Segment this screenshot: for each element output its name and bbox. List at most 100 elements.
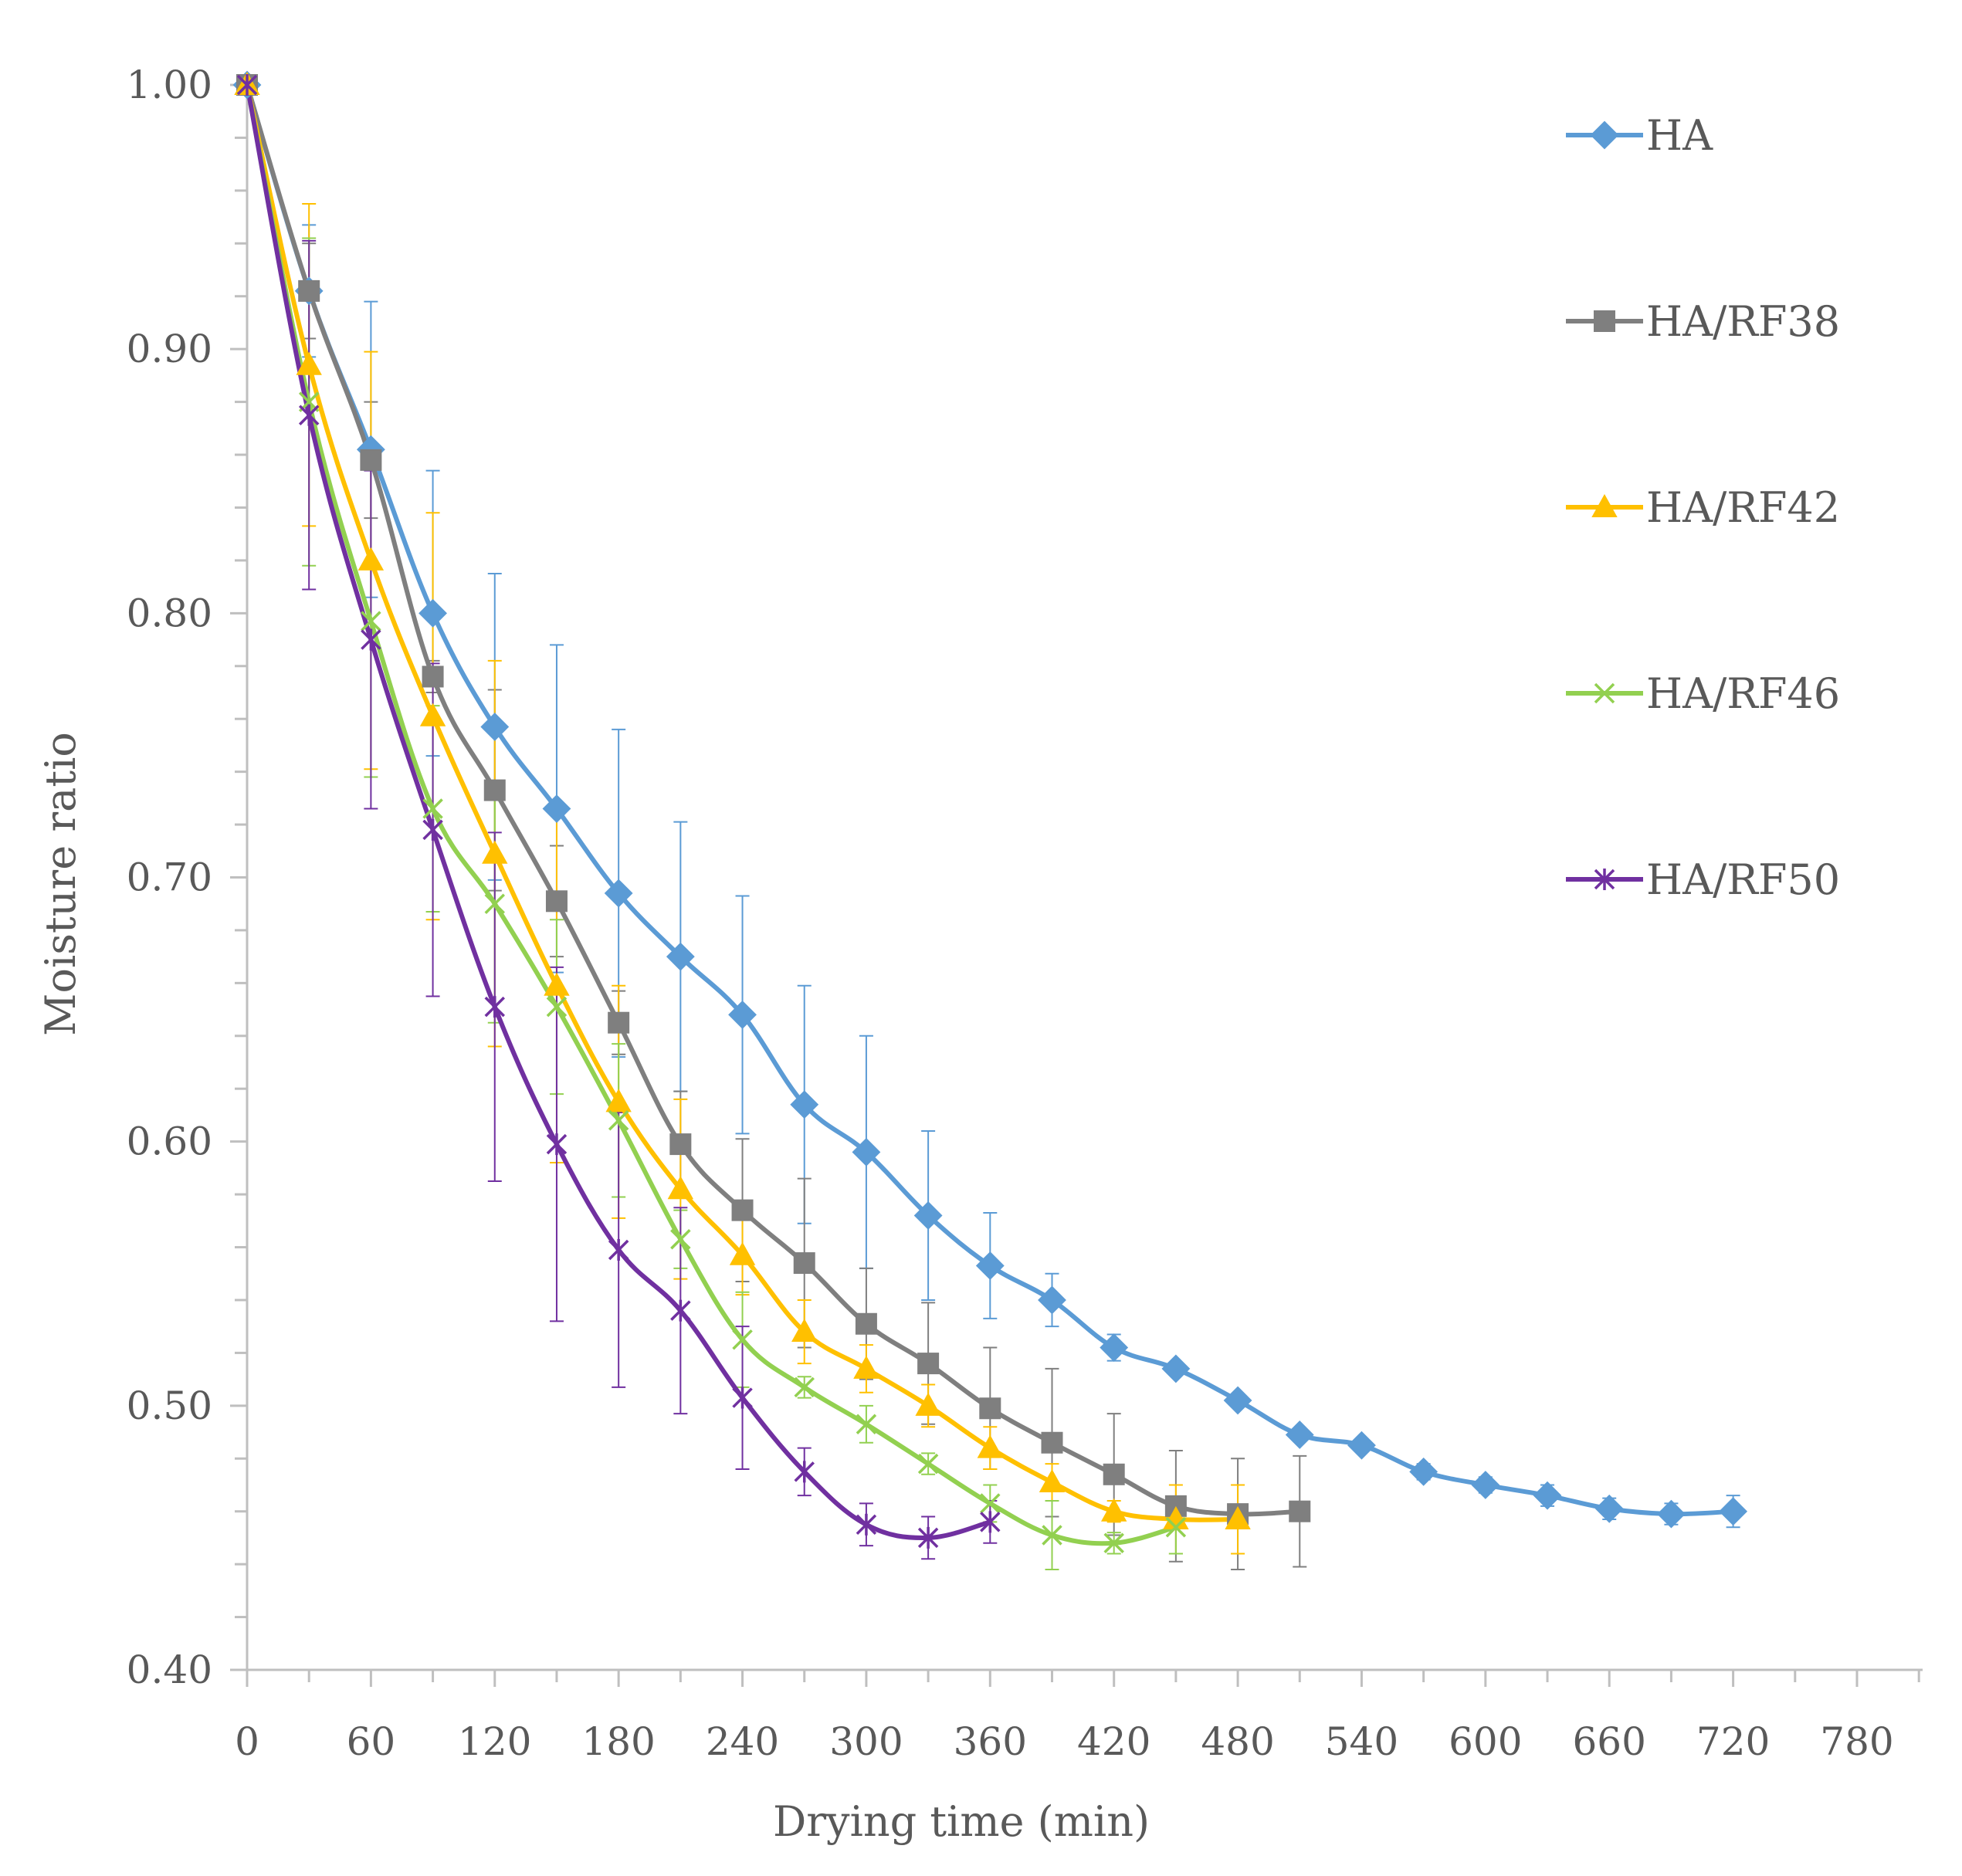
- marker-stroke: [980, 1493, 1001, 1514]
- data-point-ha-rf46: [670, 1229, 691, 1250]
- legend-swatch-marker: [1594, 869, 1615, 890]
- data-point-ha: [1471, 1471, 1500, 1499]
- marker-stroke: [484, 893, 506, 914]
- data-point-ha-rf42: [853, 1355, 879, 1379]
- data-point-ha-rf50: [236, 74, 258, 96]
- legend-label: HA/RF38: [1646, 297, 1840, 346]
- data-point-ha: [1594, 1494, 1624, 1523]
- data-point-ha-rf50: [732, 1387, 753, 1409]
- y-tick-label: 0.60: [127, 1119, 212, 1164]
- data-point-ha-rf46: [980, 1493, 1001, 1514]
- marker-stroke: [1165, 1516, 1187, 1538]
- x-tick-label: 660: [1573, 1719, 1646, 1764]
- data-point-ha-rf42: [791, 1318, 818, 1343]
- data-point-ha: [418, 598, 447, 628]
- legend-label: HA/RF42: [1646, 483, 1840, 532]
- data-point-ha: [790, 1090, 819, 1119]
- legend-label: HA/RF50: [1646, 855, 1840, 904]
- data-point-ha-rf38: [298, 279, 320, 302]
- y-tick-label: 0.40: [127, 1647, 212, 1692]
- data-point-ha-rf46: [546, 996, 568, 1018]
- data-point-ha-rf46: [794, 1377, 815, 1398]
- data-point-ha-rf50: [361, 628, 381, 651]
- data-point-ha-rf42: [1039, 1469, 1066, 1493]
- y-axis-title: Moisture ratio: [36, 732, 85, 1036]
- marker-stroke: [732, 1329, 753, 1350]
- x-tick-label: 360: [954, 1719, 1027, 1764]
- x-tick-label: 540: [1325, 1719, 1398, 1764]
- y-tick-label: 1.00: [127, 63, 212, 107]
- data-point-ha-rf50: [794, 1461, 815, 1483]
- error-bars: [302, 202, 1740, 1570]
- series-line-ha-rf38: [245, 84, 1300, 1517]
- data-point-ha: [1100, 1333, 1129, 1362]
- data-point-ha-rf42: [419, 703, 446, 726]
- data-point-ha-rf50: [670, 1299, 691, 1322]
- data-point-ha: [1223, 1386, 1252, 1415]
- data-point-ha-rf42: [977, 1434, 1004, 1458]
- marker-stroke: [546, 996, 568, 1018]
- data-point-ha: [1409, 1457, 1438, 1486]
- data-point-ha-rf46: [856, 1414, 877, 1435]
- data-point-ha-rf46: [732, 1329, 753, 1350]
- x-tick-label: 780: [1820, 1719, 1893, 1764]
- marker-stroke: [856, 1414, 877, 1435]
- series-markers: [232, 70, 1748, 1553]
- legend-item-ha-rf42: HA/RF42: [1566, 483, 1840, 532]
- data-point-ha-rf50: [422, 818, 443, 841]
- marker-stroke: [608, 1110, 629, 1131]
- x-tick-label: 480: [1201, 1719, 1274, 1764]
- data-point-ha: [1161, 1354, 1191, 1383]
- y-tick-label: 0.70: [127, 855, 212, 900]
- data-point-ha-rf38: [855, 1312, 877, 1335]
- data-point-ha: [1533, 1481, 1562, 1510]
- series-line-ha-rf50: [245, 84, 991, 1541]
- series-line-ha-rf46: [245, 84, 1177, 1546]
- data-point-ha-rf50: [980, 1511, 1001, 1533]
- data-point-ha-rf38: [669, 1133, 692, 1156]
- marker-stroke: [422, 798, 443, 819]
- data-point-ha-rf42: [544, 972, 570, 996]
- series-line-ha-rf42: [245, 84, 1239, 1522]
- data-point-ha-rf46: [917, 1453, 939, 1475]
- y-tick-label: 0.80: [127, 591, 212, 635]
- legend: HA HA/RF38 HA/RF42 HA/RF46 HA/RF50: [1566, 111, 1840, 904]
- y-tick-label: 0.90: [127, 327, 212, 371]
- series-lines: [245, 84, 1733, 1546]
- data-point-ha: [728, 1001, 757, 1029]
- data-point-ha-rf50: [917, 1526, 939, 1549]
- legend-swatch-marker: [1594, 310, 1615, 332]
- x-tick-label: 600: [1449, 1719, 1522, 1764]
- data-point-ha-rf50: [856, 1513, 877, 1536]
- data-point-ha: [542, 794, 571, 823]
- data-point-ha-rf50: [298, 404, 320, 426]
- x-tick-label: 240: [706, 1719, 779, 1764]
- data-point-ha-rf38: [360, 449, 382, 471]
- data-point-ha-rf38: [1041, 1431, 1063, 1454]
- legend-swatch-marker: [1594, 682, 1615, 704]
- data-point-ha-rf42: [296, 351, 322, 375]
- data-point-ha: [852, 1137, 881, 1167]
- legend-label: HA/RF46: [1646, 669, 1840, 718]
- data-point-ha-rf46: [608, 1110, 629, 1131]
- x-tick-label: 60: [347, 1719, 396, 1764]
- x-tick-label: 120: [458, 1719, 531, 1764]
- data-point-ha: [1657, 1499, 1686, 1529]
- data-point-ha: [604, 879, 633, 908]
- marker-stroke: [1594, 682, 1615, 704]
- legend-item-ha: HA: [1566, 111, 1713, 160]
- data-point-ha-rf38: [545, 890, 568, 913]
- data-point-ha-rf46: [422, 798, 443, 819]
- x-tick-label: 300: [829, 1719, 903, 1764]
- data-point-ha: [480, 713, 510, 741]
- data-point-ha: [1285, 1421, 1314, 1449]
- data-point-ha: [666, 942, 695, 971]
- x-tick-label: 420: [1077, 1719, 1150, 1764]
- y-tick-label: 0.50: [127, 1383, 212, 1428]
- data-point-ha-rf42: [605, 1089, 632, 1112]
- legend-swatch-marker: [1591, 493, 1618, 517]
- marker-stroke: [1042, 1525, 1062, 1546]
- data-point-ha-rf50: [484, 996, 506, 1018]
- data-point-ha-rf38: [608, 1011, 630, 1034]
- data-point-ha-rf46: [1165, 1516, 1187, 1538]
